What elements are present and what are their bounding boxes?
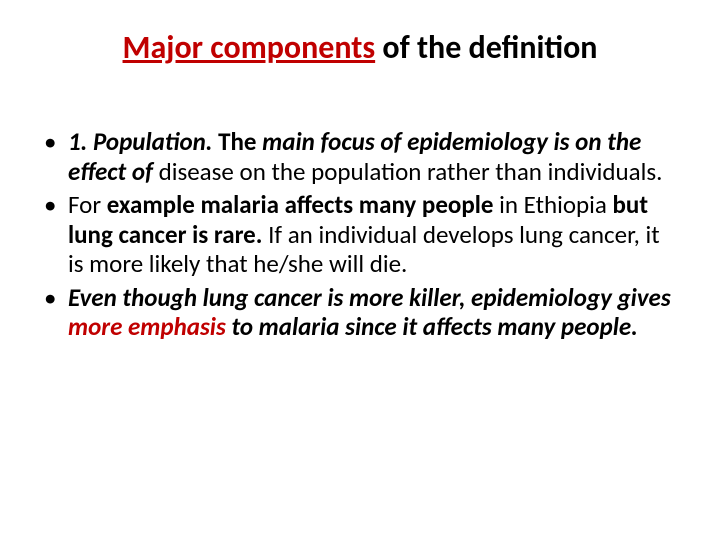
b3-s1: Even though lung cancer is more killer, …: [68, 282, 671, 313]
bullet-1: 1. Population. The main focus of epidemi…: [40, 127, 680, 186]
b2-s2: example malaria affects many people: [107, 189, 499, 220]
bullet-list: 1. Population. The main focus of epidemi…: [40, 127, 680, 342]
bullet-3: Even though lung cancer is more killer, …: [40, 283, 680, 342]
b1-s1: 1. Population.: [68, 126, 218, 157]
bullet-2: For example malaria affects many people …: [40, 190, 680, 279]
b3-s2: more emphasis: [68, 311, 231, 342]
b2-s3: in Ethiopia: [499, 189, 612, 220]
b3-s3: to malaria since it affects many people.: [231, 311, 637, 342]
title-red-part: Major components: [123, 28, 376, 67]
b1-s4: disease on the population rather than in…: [159, 156, 663, 187]
title-black-part: of the definition: [375, 28, 597, 67]
b2-s1: For: [68, 189, 107, 220]
b1-s2: The: [218, 126, 256, 157]
slide-title: Major components of the definition: [40, 28, 680, 67]
